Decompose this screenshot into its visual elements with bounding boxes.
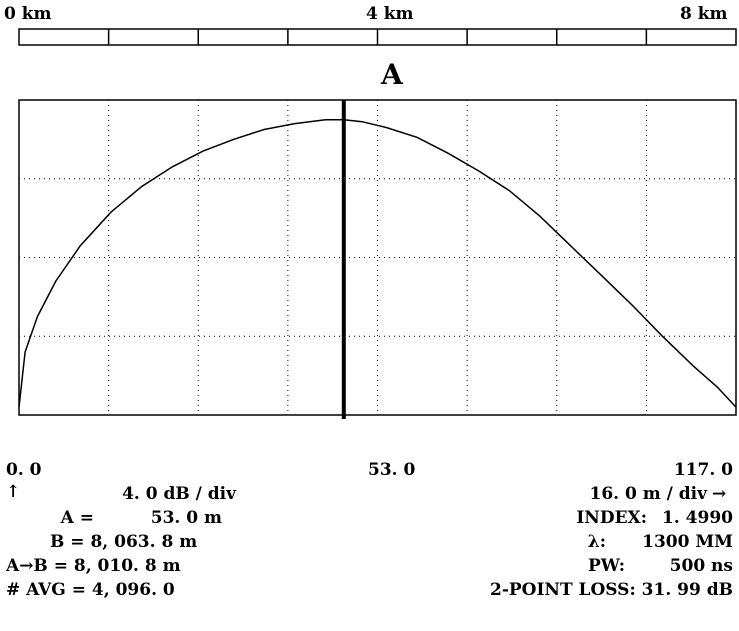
readout-ab-label: A→B =	[6, 556, 68, 576]
horizontal-scale-value: 16. 0 m / div	[589, 484, 708, 504]
up-arrow-icon: ↑	[6, 482, 21, 502]
readout-b-value: 8, 063. 8 m	[90, 532, 198, 552]
readout-avg: # AVG = 4, 096. 0	[6, 580, 175, 600]
distance-ruler	[18, 28, 737, 46]
plot-frame	[18, 99, 737, 416]
cursor-marker-label: A	[381, 58, 403, 91]
vertical-scale-value: 4. 0 dB / div	[122, 484, 236, 504]
readout-a-label: A =	[60, 508, 94, 528]
axis-value-center: 53. 0	[368, 460, 416, 480]
readout-avg-value: 4, 096. 0	[91, 580, 175, 600]
readout-pw-value: 500 ns	[669, 556, 733, 576]
readout-pw-label: PW:	[588, 556, 625, 576]
readout-index-value: 1. 4990	[662, 508, 733, 528]
axis-value-left: 0. 0	[6, 460, 42, 480]
readout-loss-label: 2-POINT LOSS:	[489, 580, 636, 600]
readout-a-value: 53. 0 m	[150, 508, 222, 528]
scale-label-start: 0 km	[4, 4, 52, 24]
readout-ab: A→B = 8, 010. 8 m	[6, 556, 181, 576]
right-arrow-icon: →	[712, 484, 727, 504]
readout-loss-value: 31. 99 dB	[641, 580, 733, 600]
readout-b-label: B =	[50, 532, 85, 552]
plot-grid	[19, 100, 736, 415]
axis-value-right: 117. 0	[673, 460, 733, 480]
readout-wavelength-value: 1300 MM	[642, 532, 733, 552]
readout-ab-value: 8, 010. 8 m	[73, 556, 181, 576]
readout-b: B = 8, 063. 8 m	[50, 532, 197, 552]
readout-loss: 2-POINT LOSS: 31. 99 dB	[490, 580, 733, 600]
readout-avg-label: # AVG =	[6, 580, 86, 600]
scale-label-end: 8 km	[680, 4, 728, 24]
readout-index-label: INDEX:	[576, 508, 647, 528]
readout-wavelength-label: λ:	[587, 532, 606, 552]
scale-label-mid: 4 km	[366, 4, 414, 24]
trace-line	[18, 118, 737, 408]
